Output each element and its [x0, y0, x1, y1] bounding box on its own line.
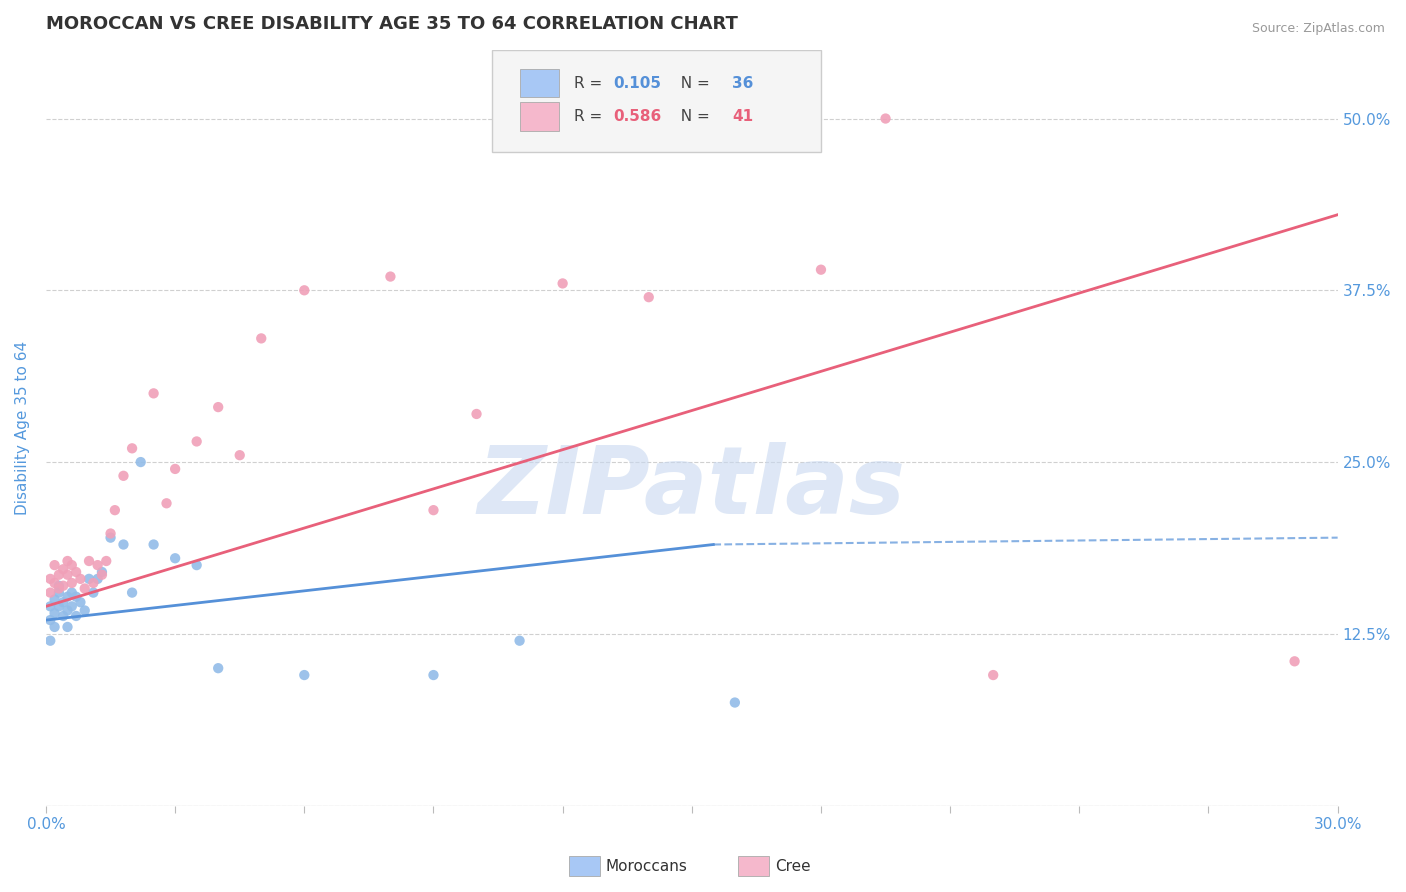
Point — [44, 558, 66, 573]
Point — [86, 558, 108, 573]
Point — [48, 585, 70, 599]
Text: 41: 41 — [733, 109, 754, 124]
Point — [142, 537, 165, 551]
Text: Source: ZipAtlas.com: Source: ZipAtlas.com — [1251, 22, 1385, 36]
Point — [69, 572, 91, 586]
Point — [100, 526, 122, 541]
Point — [39, 585, 62, 599]
Point — [48, 599, 70, 614]
Point — [465, 407, 488, 421]
Point — [65, 565, 87, 579]
Point — [981, 668, 1004, 682]
Point — [52, 609, 75, 624]
Point — [65, 590, 87, 604]
Text: MOROCCAN VS CREE DISABILITY AGE 35 TO 64 CORRELATION CHART: MOROCCAN VS CREE DISABILITY AGE 35 TO 64… — [46, 15, 738, 33]
Point — [65, 609, 87, 624]
Point — [39, 599, 62, 614]
Point — [44, 576, 66, 591]
Point — [56, 620, 79, 634]
Point — [112, 537, 135, 551]
Point — [121, 585, 143, 599]
Text: Moroccans: Moroccans — [606, 859, 688, 873]
Point — [292, 668, 315, 682]
Point — [60, 599, 83, 614]
Point — [39, 572, 62, 586]
Point — [96, 554, 118, 568]
Point — [82, 576, 104, 591]
Point — [422, 503, 444, 517]
Point — [142, 386, 165, 401]
Text: 36: 36 — [733, 76, 754, 91]
Point — [155, 496, 177, 510]
Point — [52, 579, 75, 593]
Point — [91, 565, 114, 579]
Y-axis label: Disability Age 35 to 64: Disability Age 35 to 64 — [15, 341, 30, 515]
Text: Cree: Cree — [775, 859, 810, 873]
Point — [810, 262, 832, 277]
Point — [73, 603, 96, 617]
Point — [39, 613, 62, 627]
Point — [100, 531, 122, 545]
Point — [207, 400, 229, 414]
Point — [39, 633, 62, 648]
Point — [60, 585, 83, 599]
Point — [91, 567, 114, 582]
Point — [56, 567, 79, 582]
Point — [422, 668, 444, 682]
Text: N =: N = — [671, 109, 714, 124]
Point — [82, 585, 104, 599]
Point — [165, 462, 187, 476]
Point — [380, 269, 402, 284]
Text: R =: R = — [574, 76, 607, 91]
Point — [228, 448, 250, 462]
Point — [44, 620, 66, 634]
FancyBboxPatch shape — [520, 102, 558, 131]
Point — [875, 112, 897, 126]
Point — [52, 562, 75, 576]
Point — [44, 592, 66, 607]
Point — [48, 582, 70, 596]
Point — [44, 606, 66, 620]
Point — [292, 283, 315, 297]
Point — [207, 661, 229, 675]
Point — [724, 696, 747, 710]
Point — [77, 572, 100, 586]
Point — [129, 455, 152, 469]
Point — [56, 603, 79, 617]
Point — [56, 590, 79, 604]
FancyBboxPatch shape — [492, 50, 821, 152]
Point — [165, 551, 187, 566]
Point — [60, 576, 83, 591]
Point — [112, 468, 135, 483]
Point — [637, 290, 659, 304]
Point — [250, 331, 273, 345]
Point — [104, 503, 127, 517]
Point — [186, 434, 208, 449]
Point — [56, 554, 79, 568]
Point — [121, 442, 143, 456]
Point — [48, 567, 70, 582]
Point — [60, 558, 83, 573]
Point — [551, 277, 574, 291]
Point — [73, 582, 96, 596]
Text: R =: R = — [574, 109, 607, 124]
Point — [77, 554, 100, 568]
Point — [1284, 654, 1306, 668]
Text: 0.105: 0.105 — [613, 76, 661, 91]
Point — [186, 558, 208, 573]
FancyBboxPatch shape — [520, 69, 558, 97]
Point — [509, 633, 531, 648]
Text: N =: N = — [671, 76, 714, 91]
Text: ZIPatlas: ZIPatlas — [478, 442, 905, 534]
Point — [86, 572, 108, 586]
Point — [48, 579, 70, 593]
Point — [52, 595, 75, 609]
Point — [69, 595, 91, 609]
Text: 0.586: 0.586 — [613, 109, 661, 124]
